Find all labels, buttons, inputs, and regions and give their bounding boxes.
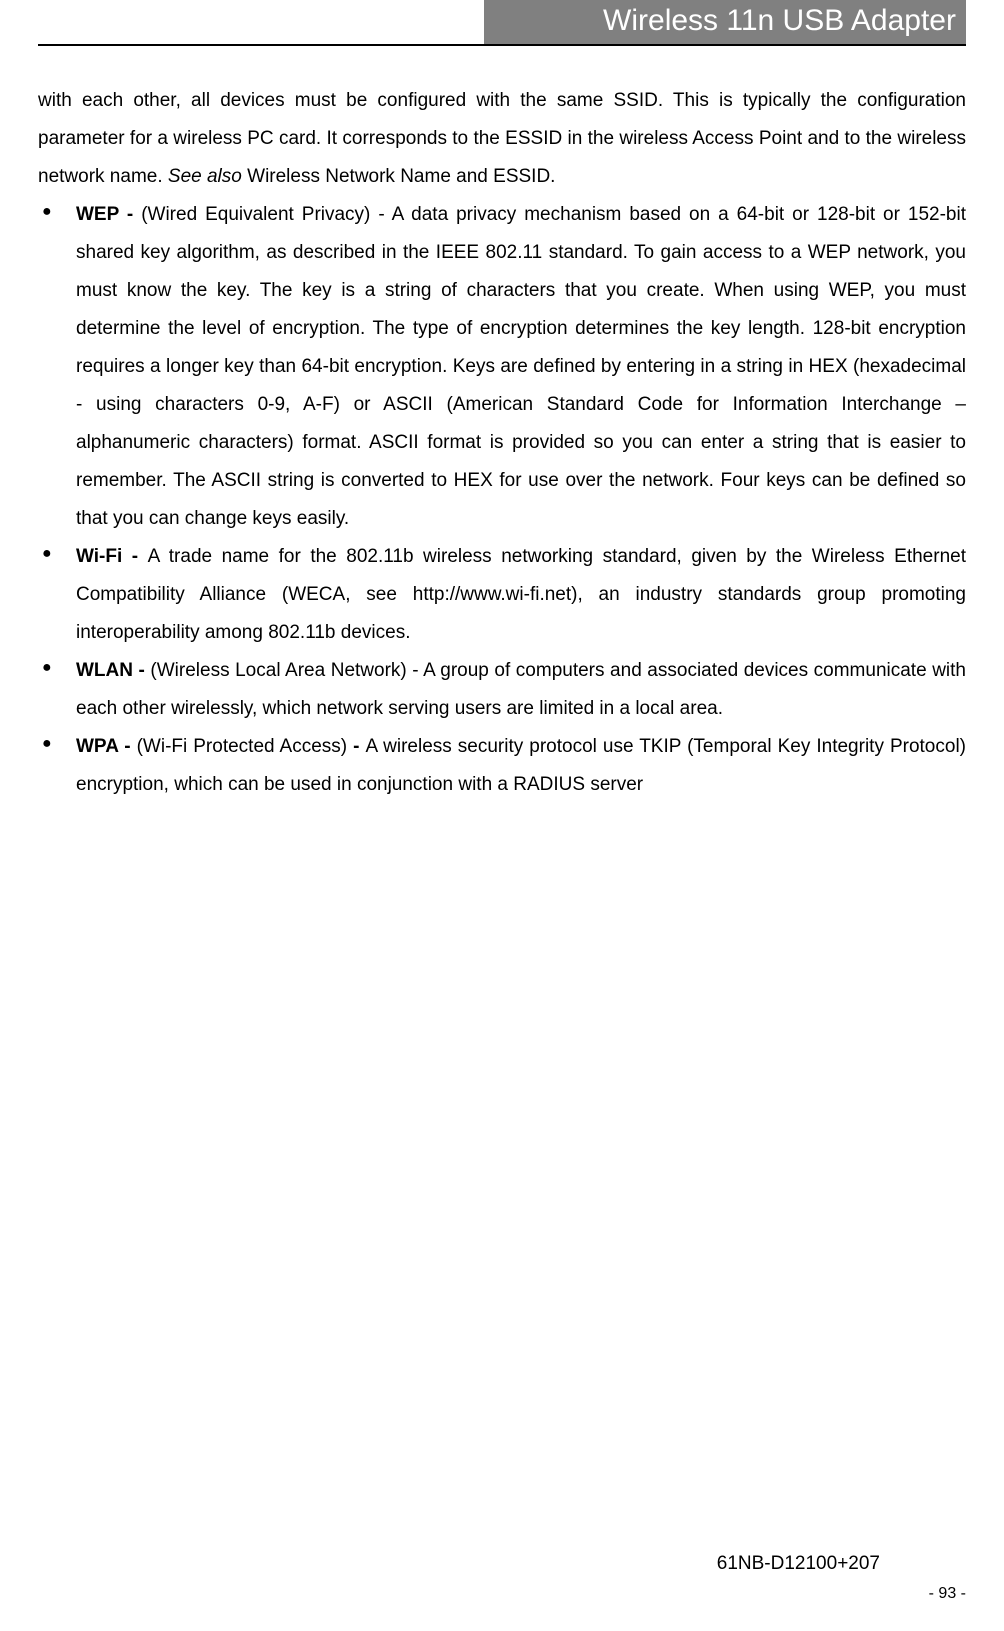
footer-page-number: - 93 - [929, 1585, 966, 1603]
intro-paragraph: with each other, all devices must be con… [38, 82, 966, 196]
definition-wlan: (Wireless Local Area Network) - A group … [76, 660, 966, 719]
footer-code: 61NB-D12100+207 [717, 1553, 880, 1575]
list-item: WEP - (Wired Equivalent Privacy) - A dat… [38, 196, 966, 538]
content-area: with each other, all devices must be con… [38, 82, 966, 804]
list-item: Wi-Fi - A trade name for the 802.11b wir… [38, 538, 966, 652]
glossary-list: WEP - (Wired Equivalent Privacy) - A dat… [38, 196, 966, 804]
definition-wep: (Wired Equivalent Privacy) - A data priv… [76, 204, 966, 529]
term-wifi: Wi-Fi - [76, 546, 148, 567]
term-wep: WEP - [76, 204, 141, 225]
intro-text-2: Wireless Network Name and ESSID. [242, 166, 556, 187]
term-wlan: WLAN - [76, 660, 150, 681]
header-title: Wireless 11n USB Adapter [484, 0, 966, 44]
list-item: WPA - (Wi-Fi Protected Access) - A wirel… [38, 728, 966, 804]
term-wpa: WPA - [76, 736, 137, 757]
dash-bold: - [353, 736, 365, 757]
list-item: WLAN - (Wireless Local Area Network) - A… [38, 652, 966, 728]
see-also-italic: See also [168, 166, 242, 187]
header-underline [38, 44, 966, 46]
definition-wpa-1: (Wi-Fi Protected Access) [137, 736, 354, 757]
definition-wifi: A trade name for the 802.11b wireless ne… [76, 546, 966, 643]
